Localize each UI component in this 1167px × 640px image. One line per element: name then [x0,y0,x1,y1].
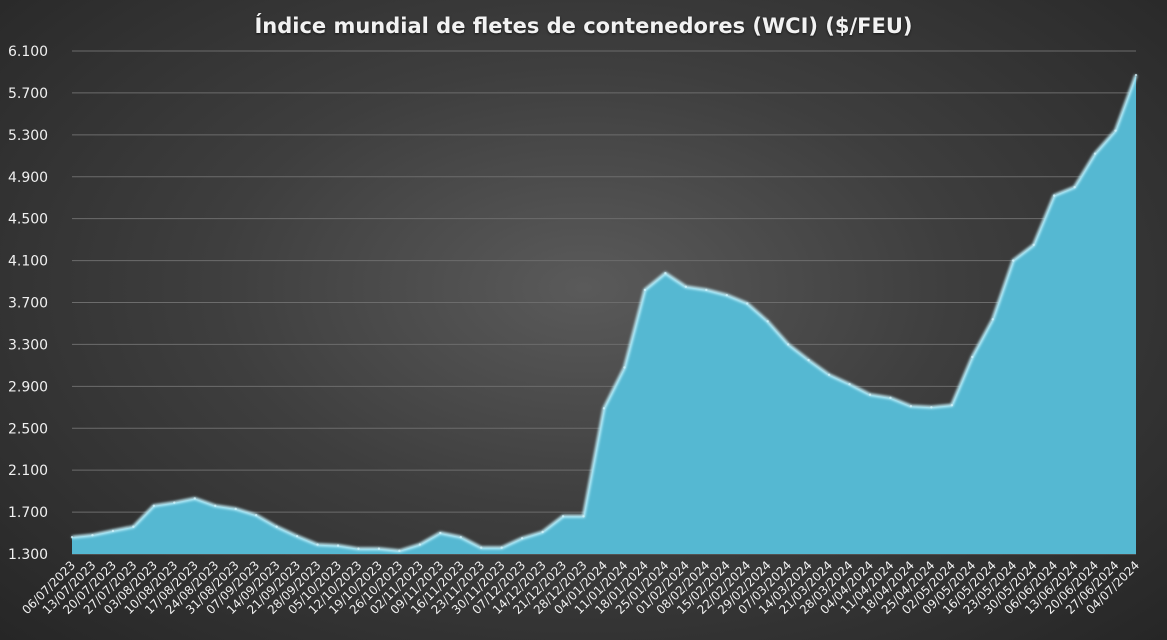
y-tick-label: 1.700 [8,505,48,521]
data-point: 20/06/2024: 5120 [1093,152,1097,155]
data-point: 22/02/2024: 3690 [746,302,749,305]
y-tick-label: 2.500 [8,421,48,437]
data-point: 21/03/2024: 3010 [827,373,831,377]
y-tick-label: 4.100 [8,254,48,270]
data-point: 07/03/2024: 3300 [786,343,790,346]
data-point: 11/04/2024: 2790 [889,396,892,400]
data-point: 07/09/2023: 1670 [254,514,258,517]
data-point: 14/09/2023: 1560 [275,525,278,528]
data-point: 18/04/2024: 2710 [909,405,913,408]
data-point: 01/02/2024: 3850 [684,285,688,288]
data-point: 30/11/2023: 1360 [500,546,503,549]
data-point: 19/10/2023: 1350 [377,547,381,550]
data-point: 17/08/2023: 1830 [193,497,196,500]
data-point: 08/02/2024: 3820 [705,288,708,292]
data-point: 02/11/2023: 1390 [418,543,422,546]
data-point: 04/01/2024: 2690 [602,407,606,410]
data-point: 13/07/2023: 1480 [91,533,94,537]
data-point: 09/05/2024: 3180 [971,355,974,359]
y-tick-label: 2.100 [8,463,48,479]
data-point: 28/12/2023: 1660 [582,515,585,518]
data-point: 28/09/2023: 1390 [316,543,319,546]
data-point: 18/01/2024: 3820 [643,288,647,292]
data-point: 20/07/2023: 1520 [111,529,115,533]
data-point: 31/08/2023: 1730 [234,507,237,511]
data-point: 09/11/2023: 1500 [439,531,442,535]
data-point: 28/03/2024: 2920 [848,383,851,386]
data-point: 02/05/2024: 2720 [950,403,954,407]
data-point: 16/05/2024: 3540 [991,318,994,321]
data-point: 25/01/2024: 3980 [664,271,667,275]
data-point: 04/04/2024: 2820 [868,393,872,396]
data-point: 23/11/2023: 1360 [480,546,483,549]
data-point: 16/11/2023: 1460 [459,536,462,539]
data-point: 30/05/2024: 4250 [1032,243,1035,247]
data-point: 03/08/2023: 1760 [152,504,156,507]
data-point: 27/07/2023: 1560 [132,525,135,528]
data-point: 25/04/2024: 2700 [930,406,933,409]
data-point: 06/07/2023: 1460 [70,536,74,539]
x-axis-ticks: 06/07/202313/07/202320/07/202327/07/2023… [19,558,1142,617]
y-tick-label: 1.300 [8,547,48,563]
y-tick-label: 4.500 [8,212,48,228]
data-point: 23/05/2024: 4100 [1012,259,1015,262]
data-point: 26/10/2023: 1330 [398,549,401,553]
y-tick-label: 6.100 [8,44,48,60]
y-tick-label: 3.300 [8,337,48,353]
data-point: 04/07/2024: 5870 [1134,73,1138,77]
data-point: 06/06/2024: 4720 [1052,194,1056,197]
data-point: 14/12/2023: 1510 [541,530,544,534]
y-tick-label: 2.900 [8,379,48,395]
area-series: 06/07/2023: 1460 13/07/2023: 1480 20/07/20… [70,73,1138,554]
data-point: 15/02/2024: 3770 [725,293,728,297]
data-point: 13/06/2024: 4800 [1073,186,1076,189]
data-point: 11/01/2024: 3080 [623,366,626,369]
y-tick-label: 5.300 [8,128,48,144]
data-point: 05/10/2023: 1380 [336,544,340,547]
data-point: 21/09/2023: 1470 [295,534,299,538]
y-tick-label: 3.700 [8,296,48,312]
data-point: 10/08/2023: 1790 [173,501,176,504]
data-point: 07/12/2023: 1450 [520,537,524,540]
data-point: 12/10/2023: 1350 [357,547,360,550]
y-tick-label: 5.700 [8,86,48,102]
area-fill [72,75,1136,554]
y-tick-label: 4.900 [8,170,48,186]
data-point: 21/12/2023: 1660 [561,515,565,518]
data-point: 14/03/2024: 3150 [807,358,810,362]
data-point: 27/06/2024: 5340 [1114,129,1117,132]
data-point: 29/02/2024: 3520 [766,320,769,323]
data-point: 24/08/2023: 1760 [214,504,217,507]
chart-title: Índice mundial de fletes de contenedores… [254,14,913,38]
y-axis-ticks: 1.300 1.700 2.100 2.500 2.900 3.300 3.700 4.100… [8,44,48,563]
